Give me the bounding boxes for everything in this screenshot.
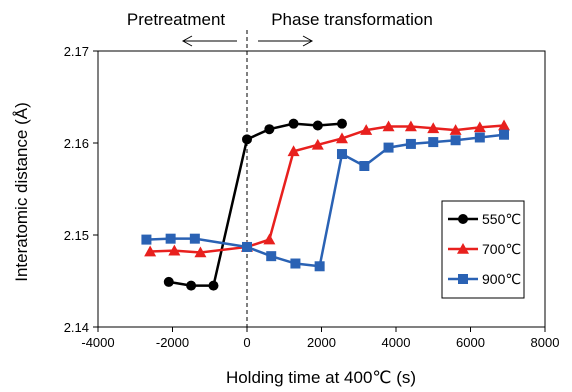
data-point	[336, 118, 347, 129]
annotation-phase-transformation: Phase transformation	[271, 10, 433, 29]
ticks-layer: -4000 -2000 0 2000 4000 6000 8000 2.14 2.15 2.16 2…	[64, 44, 560, 350]
data-point	[264, 124, 275, 135]
legend-label: 700℃	[482, 241, 521, 257]
data-point	[427, 122, 440, 134]
data-point	[266, 251, 277, 262]
data-point	[288, 118, 299, 129]
legend-item: 700℃	[448, 241, 521, 257]
data-point	[473, 121, 486, 133]
legend-swatch-marker	[458, 214, 468, 224]
data-point	[290, 258, 301, 269]
data-point	[242, 241, 252, 252]
data-point	[359, 161, 370, 171]
x-tick-label: 6000	[456, 335, 485, 350]
data-point	[335, 132, 348, 144]
legend-item: 550℃	[448, 211, 521, 227]
data-point	[165, 233, 176, 244]
x-tick-label: 0	[243, 335, 250, 350]
data-point	[360, 124, 373, 135]
legend-swatch-marker	[457, 243, 469, 254]
data-point	[186, 280, 197, 291]
x-tick-label: 2000	[307, 335, 336, 350]
series-2	[141, 129, 510, 272]
series-layer	[141, 118, 511, 291]
annotation-pretreatment: Pretreatment	[127, 10, 226, 29]
data-point	[208, 280, 219, 291]
data-point	[498, 119, 511, 131]
data-point	[383, 142, 394, 153]
y-tick-label: 2.15	[64, 228, 89, 243]
x-axis-label: Holding time at 400℃ (s)	[226, 368, 416, 387]
y-axis-label: Interatomic distance (Å)	[12, 102, 31, 282]
left-arrow-icon	[181, 35, 237, 47]
x-tick-label: -2000	[156, 335, 189, 350]
data-point	[141, 234, 152, 245]
data-point	[144, 245, 157, 257]
data-point	[428, 137, 439, 148]
legend: 550℃ 700℃ 900℃	[441, 200, 525, 299]
series-0	[163, 118, 347, 291]
x-tick-label: -4000	[81, 335, 114, 350]
x-tick-label: 4000	[382, 335, 411, 350]
data-point	[287, 145, 300, 157]
data-point	[336, 149, 347, 160]
legend-label: 900℃	[482, 271, 521, 287]
data-point	[449, 124, 462, 135]
data-point	[404, 120, 417, 132]
series-1	[144, 119, 511, 258]
data-point	[168, 244, 181, 256]
x-tick-label: 8000	[531, 335, 560, 350]
data-point	[314, 261, 325, 272]
y-tick-label: 2.17	[64, 44, 89, 59]
data-point	[450, 135, 461, 146]
data-point	[311, 138, 324, 150]
legend-label: 550℃	[482, 211, 521, 227]
y-tick-label: 2.14	[64, 320, 89, 335]
y-tick-label: 2.16	[64, 136, 89, 151]
data-point	[189, 233, 200, 244]
data-point	[499, 129, 510, 140]
data-point	[242, 134, 252, 145]
legend-item: 900℃	[448, 271, 521, 287]
right-arrow-icon	[258, 35, 314, 47]
data-point	[382, 120, 395, 132]
data-point	[312, 120, 323, 131]
data-point	[474, 132, 485, 143]
data-point	[405, 138, 416, 149]
legend-swatch-marker	[458, 274, 468, 284]
data-point	[263, 233, 276, 245]
data-point	[163, 276, 174, 287]
data-point	[194, 246, 207, 258]
